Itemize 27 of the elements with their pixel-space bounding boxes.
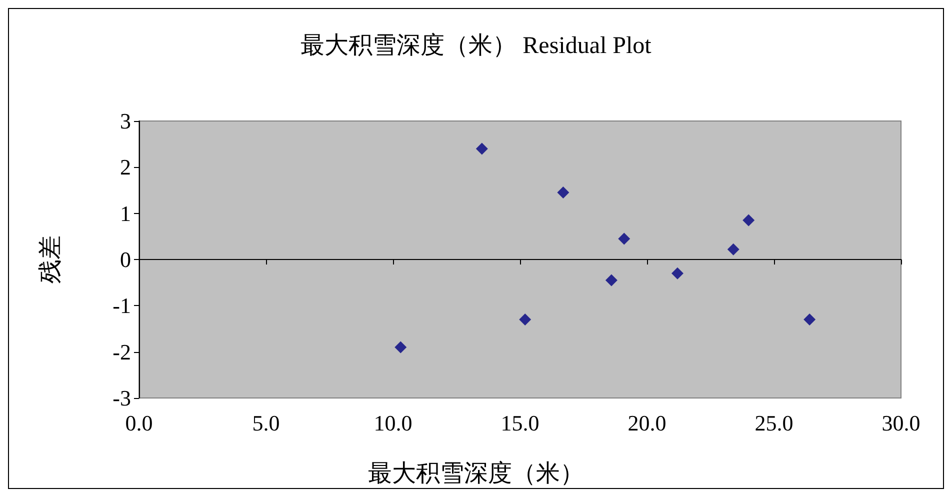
point [742, 214, 755, 226]
point [671, 267, 684, 280]
chart-title: 最大积雪深度（米） Residual Plot [300, 32, 652, 59]
y-tick-label: 2 [120, 154, 131, 180]
y-tick-label: -1 [112, 293, 131, 318]
x-tick-label: 15.0 [500, 410, 540, 436]
point [605, 274, 618, 286]
x-tick-label: 20.0 [628, 410, 666, 436]
x-axis-title: 最大积雪深度（米） [368, 460, 584, 487]
y-tick-label: 0 [120, 247, 131, 272]
y-tick-label: 1 [120, 200, 131, 226]
point [557, 186, 570, 199]
point [394, 341, 407, 354]
y-axis-title: 残差 [38, 236, 64, 284]
point [519, 314, 532, 326]
x-tick-label: 30.0 [882, 410, 920, 436]
y-tick-label: -2 [112, 339, 131, 364]
y-tick-label: 3 [120, 108, 131, 134]
point [618, 232, 630, 245]
y-tick-label: -3 [112, 386, 131, 410]
x-tick-label: 25.0 [754, 410, 794, 436]
point [804, 314, 816, 326]
point [476, 142, 488, 155]
x-tick-label: 5.0 [252, 410, 280, 436]
x-tick-label: 10.0 [374, 410, 412, 436]
point [727, 243, 740, 256]
x-tick-label: 0.0 [125, 410, 153, 436]
